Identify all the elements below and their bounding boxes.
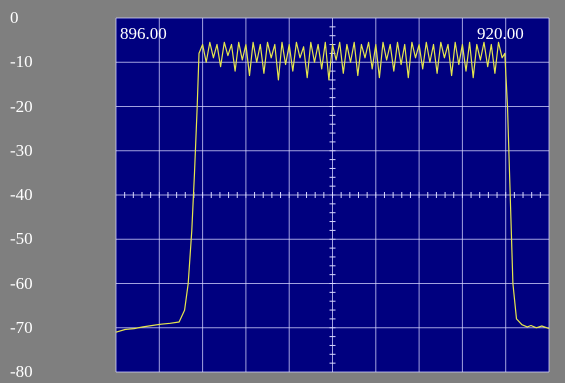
y-tick-label: -50 — [10, 230, 60, 247]
y-tick-label: -20 — [10, 98, 60, 115]
y-tick-label: 0 — [10, 9, 60, 26]
spectrum-plot — [0, 0, 565, 383]
y-tick-label: -60 — [10, 275, 60, 292]
y-tick-label: -80 — [10, 363, 60, 380]
y-tick-label: -30 — [10, 142, 60, 159]
stop-frequency-label: 920.00 — [477, 25, 524, 42]
start-frequency-label: 896.00 — [120, 25, 167, 42]
y-tick-label: -40 — [10, 186, 60, 203]
y-tick-label: -10 — [10, 53, 60, 70]
y-tick-label: -70 — [10, 319, 60, 336]
